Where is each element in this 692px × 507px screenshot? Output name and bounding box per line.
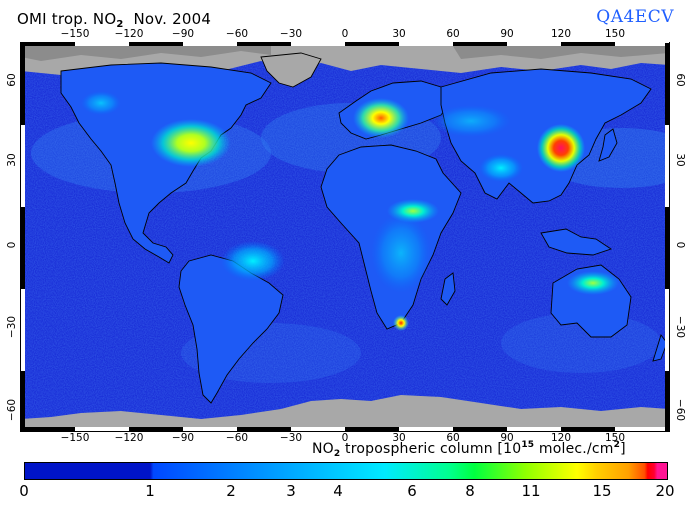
colorbar-label: NO2 tropospheric column [1015 molec./cm2… [312,440,626,459]
antarctic-no-data [21,395,669,431]
longitude-tick-label: −60 [225,28,249,40]
latitude-tick-label: 0 [674,241,686,249]
latitude-tick-label: −30 [6,315,18,339]
title-date: Nov. 2004 [133,10,212,28]
colorbar-tick-label: 1 [145,482,155,500]
longitude-tick-label: 30 [392,432,406,444]
axis-segment [75,427,129,431]
axis-segment [345,42,399,46]
longitude-tick-label: 60 [446,432,460,444]
latitude-tick-label: 0 [6,241,18,249]
colorbar-tick-label: 15 [592,482,612,500]
longitude-tick-label: −90 [171,432,195,444]
colorbar [24,462,668,480]
axis-segment [453,427,507,431]
longitude-tick-label: 30 [392,28,406,40]
longitude-tick-label: 150 [604,432,626,444]
axis-segment [291,42,345,46]
latitude-tick-label: 60 [6,73,18,87]
axis-segment [21,427,75,431]
latitude-tick-label: −60 [6,398,18,422]
label-exp2: 2 [613,440,621,450]
colorbar-tick-label: 8 [465,482,475,500]
label-no: NO [312,441,334,457]
label-end: ] [620,441,626,457]
axis-segment [561,42,615,46]
latitude-tick-label: 60 [674,73,686,87]
colorbar-tick-label: 2 [226,482,236,500]
chart-title: OMI trop. NO2 Nov. 2004 [17,10,211,30]
longitude-tick-label: 60 [446,28,460,40]
title-text: OMI trop. NO [17,10,117,28]
axis-segment [21,125,25,207]
latitude-tick-label: 30 [6,153,18,167]
longitude-tick-label: 150 [604,28,626,40]
axis-segment [561,427,615,431]
axis-segment [75,42,129,46]
longitude-tick-label: −30 [279,28,303,40]
axis-segment [665,207,669,289]
axis-segment [183,427,237,431]
colorbar-tick-label: 6 [407,482,417,500]
longitude-tick-label: −60 [225,432,249,444]
axis-segment [399,42,453,46]
colorbar-tick-label: 20 [655,482,675,500]
latitude-tick-label: −30 [674,315,686,339]
colorbar-tick-label: 3 [286,482,296,500]
colorbar-tick-label: 4 [333,482,343,500]
label-sub: 2 [333,449,341,459]
longitude-tick-label: 90 [500,432,514,444]
axis-segment [237,42,291,46]
axis-segment [129,42,183,46]
longitude-tick-label: −120 [114,432,144,444]
axis-segment [665,289,669,371]
label-exp: 15 [521,440,535,450]
axis-segment [507,42,561,46]
axis-segment [615,427,669,431]
axis-segment [21,42,75,46]
longitude-tick-label: −90 [171,28,195,40]
longitude-tick-label: −150 [60,28,90,40]
latitude-tick-label: 30 [674,153,686,167]
no2-hotspots [81,91,619,331]
axis-segment [507,427,561,431]
axis-segment [665,371,669,431]
title-subscript: 2 [116,19,124,30]
colorbar-tick-label: 11 [521,482,541,500]
axis-segment [399,427,453,431]
axis-segment [453,42,507,46]
longitude-tick-label: 90 [500,28,514,40]
longitude-tick-label: −120 [114,28,144,40]
no2-map [21,43,669,431]
axis-segment [291,427,345,431]
label-unit: molec./cm [534,441,614,457]
colorbar-tick-label: 0 [19,482,29,500]
axis-segment [665,43,669,125]
brand-logo: QA4ECV [596,7,674,27]
axis-segment [237,427,291,431]
axis-segment [21,43,25,125]
longitude-tick-label: 120 [550,432,572,444]
longitude-tick-label: 0 [341,28,349,40]
longitude-tick-label: −150 [60,432,90,444]
axis-segment [665,125,669,207]
map-frame [20,42,670,432]
latitude-tick-label: −60 [674,398,686,422]
axis-segment [21,289,25,371]
label-mid: tropospheric column [10 [340,441,522,457]
longitude-tick-label: −30 [279,432,303,444]
axis-segment [21,207,25,289]
longitude-tick-label: 0 [341,432,349,444]
axis-segment [129,427,183,431]
longitude-tick-label: 120 [550,28,572,40]
axis-segment [21,371,25,431]
axis-segment [183,42,237,46]
axis-segment [345,427,399,431]
axis-segment [615,42,669,46]
